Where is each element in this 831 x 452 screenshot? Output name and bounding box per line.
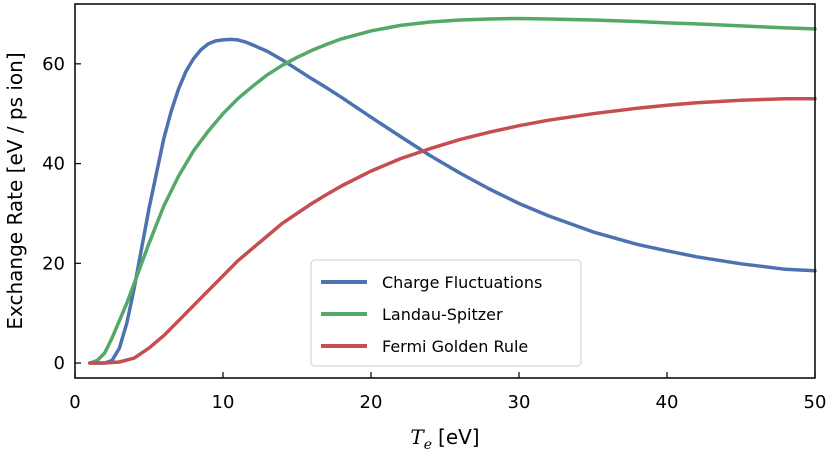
y-axis-title: Exchange Rate [eV / ps ion] [3, 52, 27, 329]
series-line-fermi-golden-rule [88, 96, 817, 365]
x-axis-subscript: e [424, 437, 432, 452]
y-axis-ticks: 0 20 40 60 [42, 54, 81, 374]
x-tick-label: 30 [508, 392, 531, 413]
y-tick-label: 20 [42, 253, 65, 274]
plot-frame [74, 3, 816, 379]
x-tick-label: 20 [360, 392, 383, 413]
y-tick-label: 40 [42, 154, 65, 175]
series-line-charge-fluctuations [88, 37, 817, 365]
series-line-landau-spitzer [88, 16, 817, 365]
x-tick-label: 40 [656, 392, 679, 413]
plot-lines [88, 16, 817, 365]
x-tick-label: 50 [804, 392, 827, 413]
legend-box [310, 259, 582, 367]
legend-label-fermi-golden-rule: Fermi Golden Rule [382, 337, 528, 356]
x-axis-symbol: T [410, 425, 425, 449]
legend-label-charge-fluctuations: Charge Fluctuations [382, 273, 542, 292]
y-tick-label: 0 [54, 353, 65, 374]
x-axis-unit: [eV] [438, 425, 480, 449]
x-axis-title: Te [eV] [410, 425, 479, 452]
x-tick-label: 10 [212, 392, 235, 413]
x-axis-ticks: 0 10 20 30 40 50 [69, 372, 826, 413]
y-tick-label: 60 [42, 54, 65, 75]
x-tick-label: 0 [69, 392, 80, 413]
legend-label-landau-spitzer: Landau-Spitzer [382, 305, 503, 324]
legend: Charge Fluctuations Landau-Spitzer Fermi… [310, 259, 582, 367]
